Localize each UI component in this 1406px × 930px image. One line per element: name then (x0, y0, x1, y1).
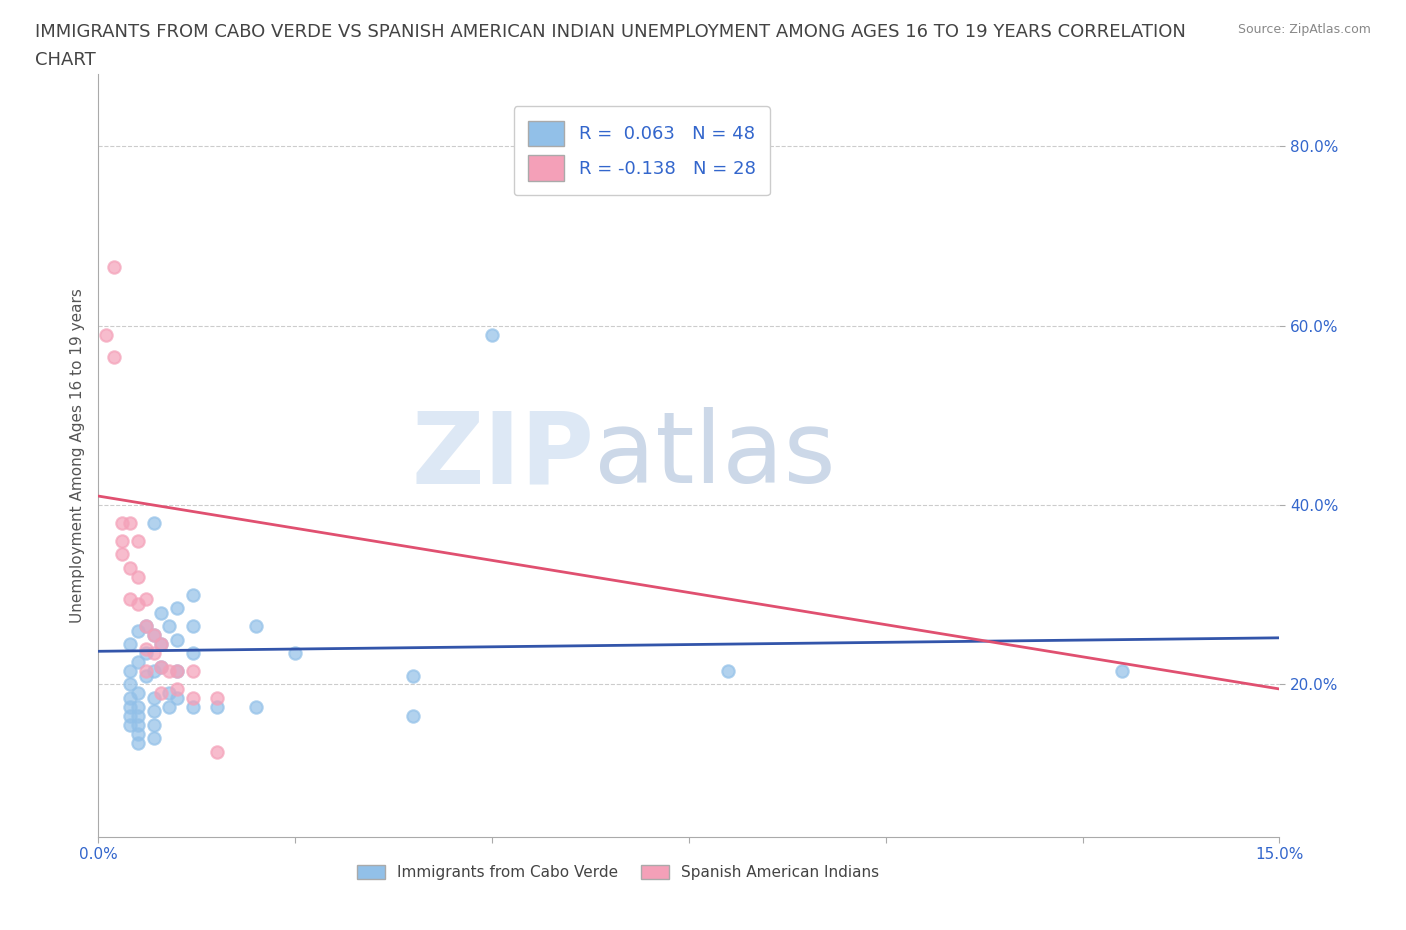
Point (118, 717, 141, 732)
Point (118, 690, 141, 705)
Point (127, 569, 149, 584)
Point (127, 623, 149, 638)
Point (166, 682, 188, 697)
Point (142, 690, 165, 705)
Point (135, 641, 157, 656)
Point (135, 645, 157, 660)
Text: CHART: CHART (35, 51, 96, 69)
Point (135, 664, 157, 679)
Point (181, 690, 204, 705)
Point (150, 605, 173, 620)
Point (142, 717, 165, 732)
Point (166, 664, 188, 679)
Point (118, 637, 141, 652)
Point (111, 534, 134, 549)
Point (205, 699, 228, 714)
Point (150, 637, 173, 652)
Point (118, 515, 141, 530)
Point (142, 664, 165, 679)
Point (157, 664, 180, 679)
Point (111, 515, 134, 530)
Point (142, 645, 165, 660)
Text: ZIP: ZIP (412, 407, 595, 504)
Y-axis label: Unemployment Among Ages 16 to 19 years: Unemployment Among Ages 16 to 19 years (69, 288, 84, 623)
Point (150, 659, 173, 674)
Legend: Immigrants from Cabo Verde, Spanish American Indians: Immigrants from Cabo Verde, Spanish Amer… (352, 859, 884, 886)
Point (135, 668, 157, 683)
Point (181, 699, 204, 714)
Point (150, 637, 173, 652)
Point (96, 327, 118, 342)
Point (111, 547, 134, 562)
Point (142, 515, 165, 530)
Point (142, 628, 165, 643)
Point (127, 596, 149, 611)
Point (135, 618, 157, 633)
Point (127, 717, 149, 732)
Point (127, 709, 149, 724)
Point (157, 686, 180, 701)
Point (181, 645, 204, 660)
Point (127, 686, 149, 701)
Point (118, 677, 141, 692)
Point (103, 259, 125, 274)
Point (118, 709, 141, 724)
Point (166, 632, 188, 647)
Point (150, 686, 173, 701)
Point (118, 591, 141, 606)
Text: atlas: atlas (595, 407, 837, 504)
Point (150, 659, 173, 674)
Point (402, 668, 425, 683)
Point (166, 601, 188, 616)
Point (135, 618, 157, 633)
Point (245, 699, 267, 714)
Point (127, 534, 149, 549)
Point (1111, 664, 1133, 679)
Point (181, 618, 204, 633)
Point (717, 664, 740, 679)
Point (118, 561, 141, 576)
Point (181, 664, 204, 679)
Point (166, 664, 188, 679)
Point (118, 664, 141, 679)
Point (181, 588, 204, 603)
Point (481, 327, 503, 342)
Point (157, 618, 180, 633)
Point (157, 699, 180, 714)
Point (127, 726, 149, 741)
Point (142, 704, 165, 719)
Point (205, 744, 228, 759)
Point (205, 690, 228, 705)
Point (103, 350, 125, 365)
Point (127, 699, 149, 714)
Point (142, 731, 165, 746)
Point (142, 628, 165, 643)
Point (118, 699, 141, 714)
Text: IMMIGRANTS FROM CABO VERDE VS SPANISH AMERICAN INDIAN UNEMPLOYMENT AMONG AGES 16: IMMIGRANTS FROM CABO VERDE VS SPANISH AM… (35, 23, 1187, 41)
Point (127, 655, 149, 670)
Point (284, 645, 307, 660)
Point (166, 690, 188, 705)
Point (245, 618, 267, 633)
Text: Source: ZipAtlas.com: Source: ZipAtlas.com (1237, 23, 1371, 36)
Point (135, 591, 157, 606)
Point (127, 736, 149, 751)
Point (402, 709, 425, 724)
